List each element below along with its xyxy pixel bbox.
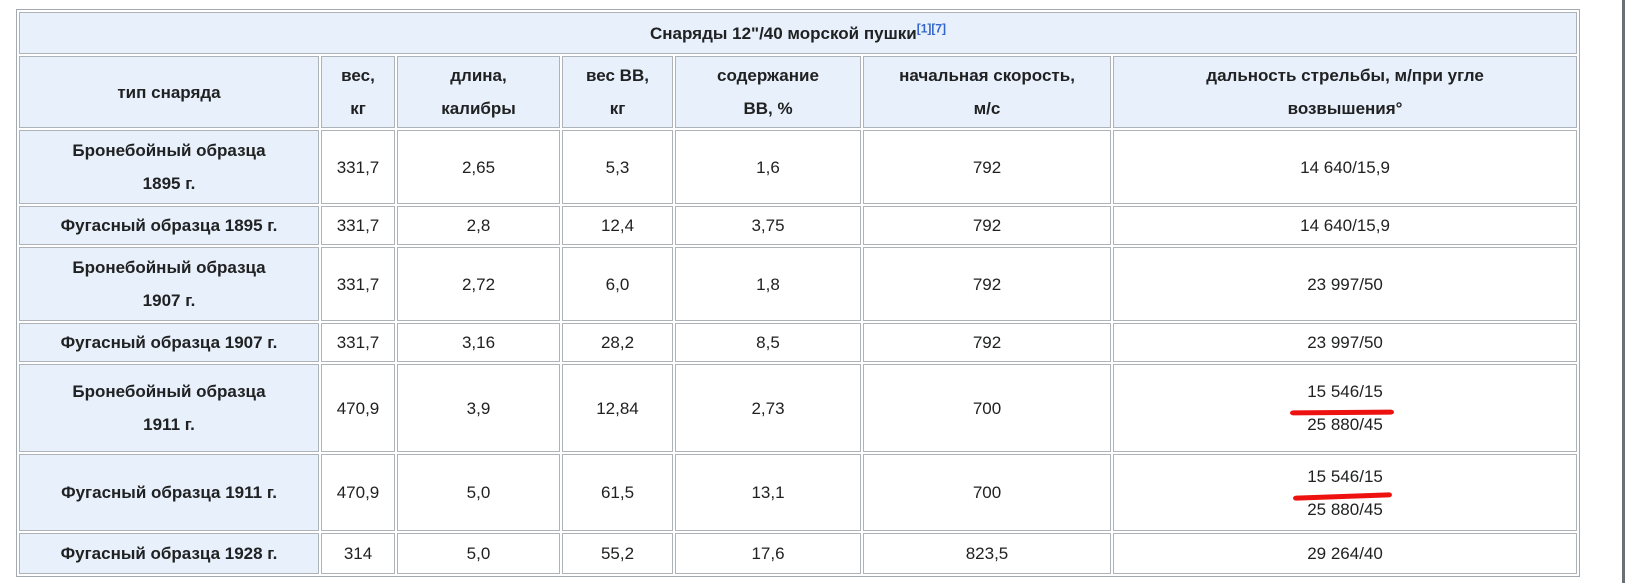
table-row: Фугасный образца 1928 г. 314 5,0 55,2 17… [19, 533, 1578, 574]
cell-velocity: 792 [863, 206, 1111, 245]
cell-shell-type: Бронебойный образца 1895 г. [19, 130, 319, 204]
cell-explosive-content: 3,75 [675, 206, 861, 245]
table-row: Фугасный образца 1911 г. 470,9 5,0 61,5 … [19, 454, 1578, 531]
cell-weight: 470,9 [321, 454, 395, 531]
table-title-text: Снаряды 12"/40 морской пушки [650, 23, 917, 43]
cell-range: 29 264/40 [1113, 533, 1578, 574]
cell-shell-type: Фугасный образца 1911 г. [19, 454, 319, 531]
cell-range: 15 546/15 25 880/45 [1113, 364, 1578, 452]
cell-weight: 314 [321, 533, 395, 574]
column-header-explosive-content: содержание ВВ, % [675, 56, 861, 128]
cell-weight: 331,7 [321, 247, 395, 321]
cell-velocity: 792 [863, 130, 1111, 204]
cell-velocity: 823,5 [863, 533, 1111, 574]
range-line2: 25 880/45 [1307, 499, 1383, 519]
cell-shell-type: Фугасный образца 1928 г. [19, 533, 319, 574]
red-underline-annotation [1290, 409, 1394, 416]
table-row: Бронебойный образца 1911 г. 470,9 3,9 12… [19, 364, 1578, 452]
range-line1: 15 546/15 [1307, 382, 1383, 401]
cell-velocity: 700 [863, 454, 1111, 531]
cell-shell-type: Фугасный образца 1895 г. [19, 206, 319, 245]
column-header-type: тип снаряда [19, 56, 319, 128]
cell-shell-type: Бронебойный образца 1911 г. [19, 364, 319, 452]
column-header-range: дальность стрельбы, м/при угле возвышени… [1113, 56, 1578, 128]
range-line1: 15 546/15 [1307, 466, 1383, 486]
column-header-velocity: начальная скорость, м/с [863, 56, 1111, 128]
reference-link-7[interactable]: [7] [931, 20, 947, 35]
cell-explosive-content: 1,8 [675, 247, 861, 321]
cell-explosive-content: 17,6 [675, 533, 861, 574]
cell-explosive-weight: 55,2 [562, 533, 673, 574]
cell-range: 15 546/15 25 880/45 [1113, 454, 1578, 531]
cell-length: 3,9 [397, 364, 560, 452]
column-header-weight: вес, кг [321, 56, 395, 128]
cell-range: 23 997/50 [1113, 247, 1578, 321]
title-row: Снаряды 12"/40 морской пушки[1][7] [19, 12, 1578, 54]
cell-length: 5,0 [397, 454, 560, 531]
table-title: Снаряды 12"/40 морской пушки[1][7] [19, 12, 1578, 54]
annotated-value: 15 546/15 [1293, 460, 1392, 501]
cell-shell-type: Фугасный образца 1907 г. [19, 323, 319, 362]
cell-explosive-content: 8,5 [675, 323, 861, 362]
cell-length: 2,8 [397, 206, 560, 245]
reference-links: [1][7] [917, 21, 946, 35]
cell-explosive-weight: 28,2 [562, 323, 673, 362]
cell-explosive-weight: 6,0 [562, 247, 673, 321]
table-row: Бронебойный образца 1907 г. 331,7 2,72 6… [19, 247, 1578, 321]
cell-explosive-content: 13,1 [675, 454, 861, 531]
cell-length: 5,0 [397, 533, 560, 574]
cell-explosive-weight: 12,84 [562, 364, 673, 452]
cell-length: 3,16 [397, 323, 560, 362]
cell-explosive-weight: 5,3 [562, 130, 673, 204]
column-header-length: длина, калибры [397, 56, 560, 128]
cell-velocity: 700 [863, 364, 1111, 452]
cell-weight: 470,9 [321, 364, 395, 452]
cell-explosive-weight: 12,4 [562, 206, 673, 245]
table-row: Фугасный образца 1895 г. 331,7 2,8 12,4 … [19, 206, 1578, 245]
cell-weight: 331,7 [321, 323, 395, 362]
browser-scrollbar[interactable] [1622, 0, 1625, 583]
range-line2: 25 880/45 [1307, 415, 1383, 434]
cell-length: 2,72 [397, 247, 560, 321]
cell-range: 14 640/15,9 [1113, 206, 1578, 245]
column-header-explosive-weight: вес ВВ, кг [562, 56, 673, 128]
cell-weight: 331,7 [321, 130, 395, 204]
cell-explosive-weight: 61,5 [562, 454, 673, 531]
cell-shell-type: Бронебойный образца 1907 г. [19, 247, 319, 321]
cell-range: 14 640/15,9 [1113, 130, 1578, 204]
cell-velocity: 792 [863, 323, 1111, 362]
reference-link-1[interactable]: [1] [916, 20, 932, 35]
table-row: Фугасный образца 1907 г. 331,7 3,16 28,2… [19, 323, 1578, 362]
table-row: Бронебойный образца 1895 г. 331,7 2,65 5… [19, 130, 1578, 204]
cell-velocity: 792 [863, 247, 1111, 321]
annotated-value: 15 546/15 [1290, 375, 1394, 416]
header-row: тип снаряда вес, кг длина, калибры вес В… [19, 56, 1578, 128]
cell-explosive-content: 2,73 [675, 364, 861, 452]
cell-length: 2,65 [397, 130, 560, 204]
cell-explosive-content: 1,6 [675, 130, 861, 204]
shells-table: Снаряды 12"/40 морской пушки[1][7] тип с… [16, 9, 1581, 577]
cell-weight: 331,7 [321, 206, 395, 245]
cell-range: 23 997/50 [1113, 323, 1578, 362]
